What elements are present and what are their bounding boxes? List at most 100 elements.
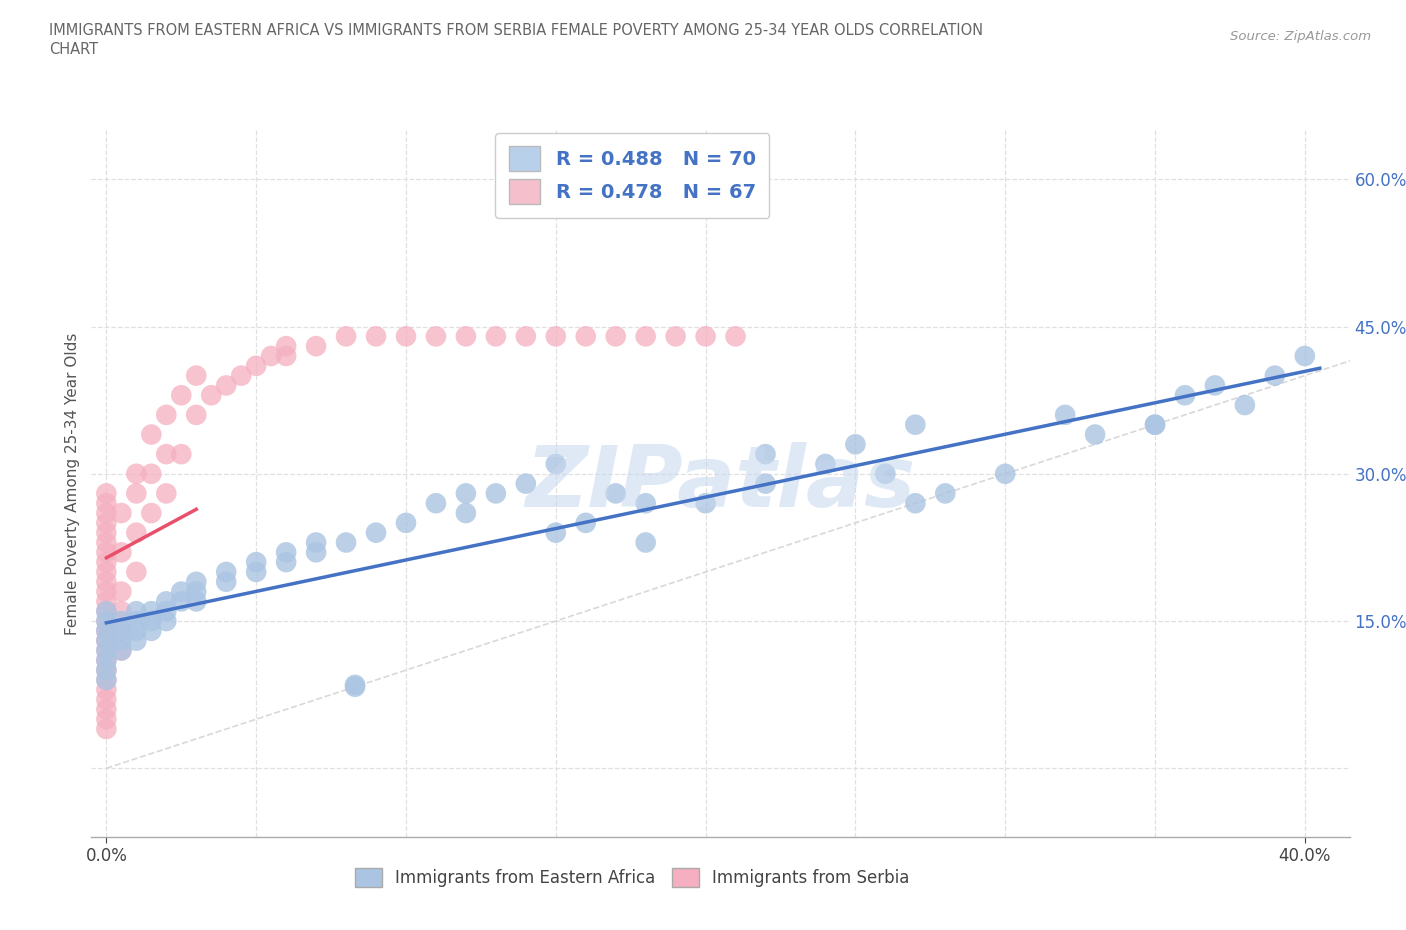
Point xyxy=(515,329,537,344)
Point xyxy=(96,702,118,717)
Point xyxy=(904,496,927,511)
Point xyxy=(155,407,177,422)
Point xyxy=(96,614,118,629)
Point xyxy=(110,633,132,648)
Point xyxy=(96,623,118,638)
Point xyxy=(395,329,418,344)
Point xyxy=(125,525,148,540)
Point xyxy=(186,594,208,609)
Point xyxy=(1054,407,1077,422)
Point xyxy=(155,604,177,618)
Point xyxy=(364,329,387,344)
Point xyxy=(215,565,238,579)
Point xyxy=(344,677,367,692)
Point xyxy=(141,623,163,638)
Point xyxy=(724,329,747,344)
Point xyxy=(96,653,118,668)
Point xyxy=(96,486,118,501)
Point xyxy=(634,496,657,511)
Point xyxy=(754,446,776,461)
Point xyxy=(96,643,118,658)
Point xyxy=(155,614,177,629)
Point xyxy=(155,486,177,501)
Point xyxy=(96,496,118,511)
Point xyxy=(605,329,627,344)
Point xyxy=(96,614,118,629)
Point xyxy=(141,614,163,629)
Point xyxy=(96,663,118,678)
Point xyxy=(215,378,238,392)
Point xyxy=(1233,398,1256,413)
Point xyxy=(125,466,148,481)
Point xyxy=(96,554,118,569)
Text: Source: ZipAtlas.com: Source: ZipAtlas.com xyxy=(1230,30,1371,43)
Point xyxy=(454,486,477,501)
Point xyxy=(364,525,387,540)
Point xyxy=(186,584,208,599)
Point xyxy=(260,349,283,364)
Point xyxy=(110,584,132,599)
Point xyxy=(141,506,163,521)
Point xyxy=(96,722,118,737)
Point xyxy=(96,604,118,618)
Point xyxy=(215,575,238,590)
Point xyxy=(96,535,118,550)
Point xyxy=(634,329,657,344)
Point xyxy=(170,584,193,599)
Point xyxy=(96,545,118,560)
Y-axis label: Female Poverty Among 25-34 Year Olds: Female Poverty Among 25-34 Year Olds xyxy=(65,332,80,635)
Point xyxy=(125,486,148,501)
Point xyxy=(335,535,357,550)
Point xyxy=(96,604,118,618)
Point xyxy=(125,565,148,579)
Point xyxy=(96,692,118,707)
Point xyxy=(110,506,132,521)
Point xyxy=(96,633,118,648)
Point xyxy=(575,515,598,530)
Point xyxy=(276,545,298,560)
Point xyxy=(110,545,132,560)
Point xyxy=(245,554,267,569)
Point xyxy=(96,643,118,658)
Point xyxy=(904,418,927,432)
Point xyxy=(485,329,508,344)
Text: IMMIGRANTS FROM EASTERN AFRICA VS IMMIGRANTS FROM SERBIA FEMALE POVERTY AMONG 25: IMMIGRANTS FROM EASTERN AFRICA VS IMMIGR… xyxy=(49,23,983,38)
Point xyxy=(1294,349,1316,364)
Point xyxy=(186,407,208,422)
Point xyxy=(125,633,148,648)
Point xyxy=(605,486,627,501)
Point xyxy=(141,466,163,481)
Point xyxy=(96,565,118,579)
Point xyxy=(125,623,148,638)
Point xyxy=(544,525,567,540)
Point xyxy=(96,711,118,726)
Point xyxy=(96,633,118,648)
Point xyxy=(141,604,163,618)
Point xyxy=(170,388,193,403)
Point xyxy=(96,672,118,687)
Point xyxy=(96,663,118,678)
Point xyxy=(110,614,132,629)
Point xyxy=(425,496,447,511)
Point xyxy=(186,575,208,590)
Point xyxy=(155,446,177,461)
Point xyxy=(110,604,132,618)
Point xyxy=(1204,378,1226,392)
Point xyxy=(305,339,328,353)
Point xyxy=(454,506,477,521)
Point xyxy=(544,457,567,472)
Point xyxy=(96,525,118,540)
Text: ZIPatlas: ZIPatlas xyxy=(526,442,915,525)
Point xyxy=(1143,418,1166,432)
Point xyxy=(231,368,253,383)
Point xyxy=(96,623,118,638)
Point xyxy=(575,329,598,344)
Point xyxy=(1084,427,1107,442)
Point xyxy=(695,496,717,511)
Point xyxy=(276,339,298,353)
Point xyxy=(200,388,222,403)
Point xyxy=(276,349,298,364)
Point xyxy=(485,486,508,501)
Point xyxy=(875,466,897,481)
Point xyxy=(125,614,148,629)
